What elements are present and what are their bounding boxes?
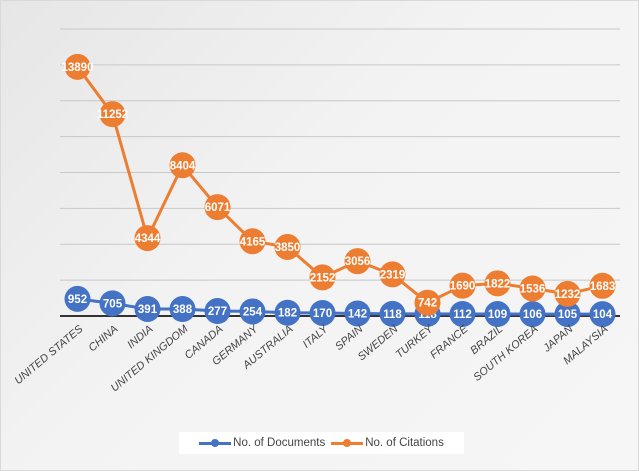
point-citations (554, 280, 581, 307)
point-documents (519, 301, 546, 328)
point-documents (309, 299, 336, 326)
x-tick-label: SOUTH KOREA (471, 323, 540, 384)
point-citations (379, 261, 406, 288)
data-label-documents: 254 (243, 306, 263, 318)
x-tick-label: ITALY (301, 323, 331, 351)
legend-item-documents: No. of Documents (199, 437, 325, 449)
point-citations (274, 233, 301, 260)
legend-marker-citations (331, 438, 364, 448)
data-label-documents: 391 (138, 304, 158, 316)
data-label-documents: 952 (68, 294, 87, 306)
point-documents (344, 300, 371, 327)
point-documents (134, 295, 161, 322)
point-documents (169, 296, 196, 323)
data-label-documents: 182 (278, 308, 297, 320)
x-tick-label: INDIA (125, 323, 155, 351)
data-label-citations: 1536 (520, 283, 546, 295)
point-documents (589, 301, 616, 328)
x-tick-label: UNITED STATES (12, 323, 85, 387)
data-label-documents: 142 (348, 308, 367, 320)
point-documents (274, 299, 301, 326)
data-label-citations: 742 (418, 298, 437, 310)
data-label-citations: 1232 (555, 289, 581, 301)
data-label-citations: 1690 (450, 281, 476, 293)
data-label-citations: 13890 (62, 62, 94, 74)
point-documents (64, 285, 91, 312)
data-label-documents: 388 (173, 304, 193, 316)
point-citations (239, 228, 266, 255)
data-label-documents: 105 (558, 309, 578, 321)
point-citations (414, 289, 441, 316)
point-citations (309, 264, 336, 291)
legend: No. of Documents No. of Citations (179, 432, 464, 454)
data-label-documents: 170 (313, 308, 332, 320)
series-line-citations (76, 65, 603, 305)
point-documents (99, 290, 126, 317)
data-label-citations: 4344 (135, 233, 161, 245)
point-documents (204, 298, 231, 325)
data-label-citations: 4165 (240, 236, 266, 248)
point-citations (449, 272, 476, 299)
point-citations (484, 270, 511, 297)
data-label-documents: 109 (488, 309, 507, 321)
legend-marker-documents (199, 438, 232, 448)
data-label-citations: 6071 (205, 202, 231, 214)
point-citations (589, 272, 616, 299)
data-label-citations: 1683 (590, 281, 616, 293)
point-documents (379, 300, 406, 327)
point-documents (239, 298, 266, 325)
series-line-documents (77, 297, 603, 316)
data-label-documents: 106 (523, 309, 542, 321)
data-label-documents: 277 (208, 306, 227, 318)
data-label-citations: 8404 (170, 160, 196, 172)
legend-item-citations: No. of Citations (331, 437, 444, 449)
data-label-citations: 3850 (275, 242, 301, 254)
data-label-citations: 2319 (380, 269, 406, 281)
data-label-documents: 705 (103, 298, 123, 310)
point-documents (449, 300, 476, 327)
legend-label-citations: No. of Citations (365, 437, 444, 449)
point-citations (169, 152, 196, 179)
data-label-citations: 1822 (485, 278, 511, 290)
data-label-documents: 104 (593, 309, 613, 321)
data-label-documents: 118 (383, 309, 402, 321)
x-tick-label: FRANCE (428, 323, 471, 362)
data-label-citations: 11252 (97, 109, 128, 121)
point-citations (134, 225, 161, 252)
data-label-documents: 112 (453, 309, 472, 321)
point-citations (519, 275, 546, 302)
data-label-citations: 3056 (345, 256, 371, 268)
x-tick-label: SPAIN (333, 323, 365, 353)
point-citations (204, 194, 231, 221)
x-tick-label: CHINA (86, 323, 120, 354)
point-documents (484, 301, 511, 328)
point-citations (64, 53, 91, 80)
point-citations (99, 101, 126, 128)
legend-label-documents: No. of Documents (233, 437, 326, 449)
point-citations (344, 248, 371, 275)
data-label-citations: 2152 (310, 272, 336, 284)
point-documents (554, 301, 581, 328)
